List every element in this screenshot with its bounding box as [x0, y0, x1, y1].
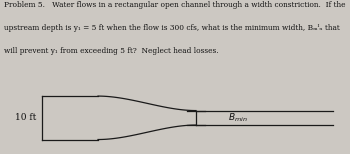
Text: 10 ft: 10 ft [15, 113, 37, 122]
Text: Problem 5.   Water flows in a rectangular open channel through a width constrict: Problem 5. Water flows in a rectangular … [4, 1, 346, 9]
Text: upstream depth is y₁ = 5 ft when the flow is 300 cfs, what is the minimum width,: upstream depth is y₁ = 5 ft when the flo… [4, 24, 340, 32]
Text: will prevent y₁ from exceeding 5 ft?  Neglect head losses.: will prevent y₁ from exceeding 5 ft? Neg… [4, 47, 219, 55]
Text: $B_{min}$: $B_{min}$ [228, 111, 247, 124]
